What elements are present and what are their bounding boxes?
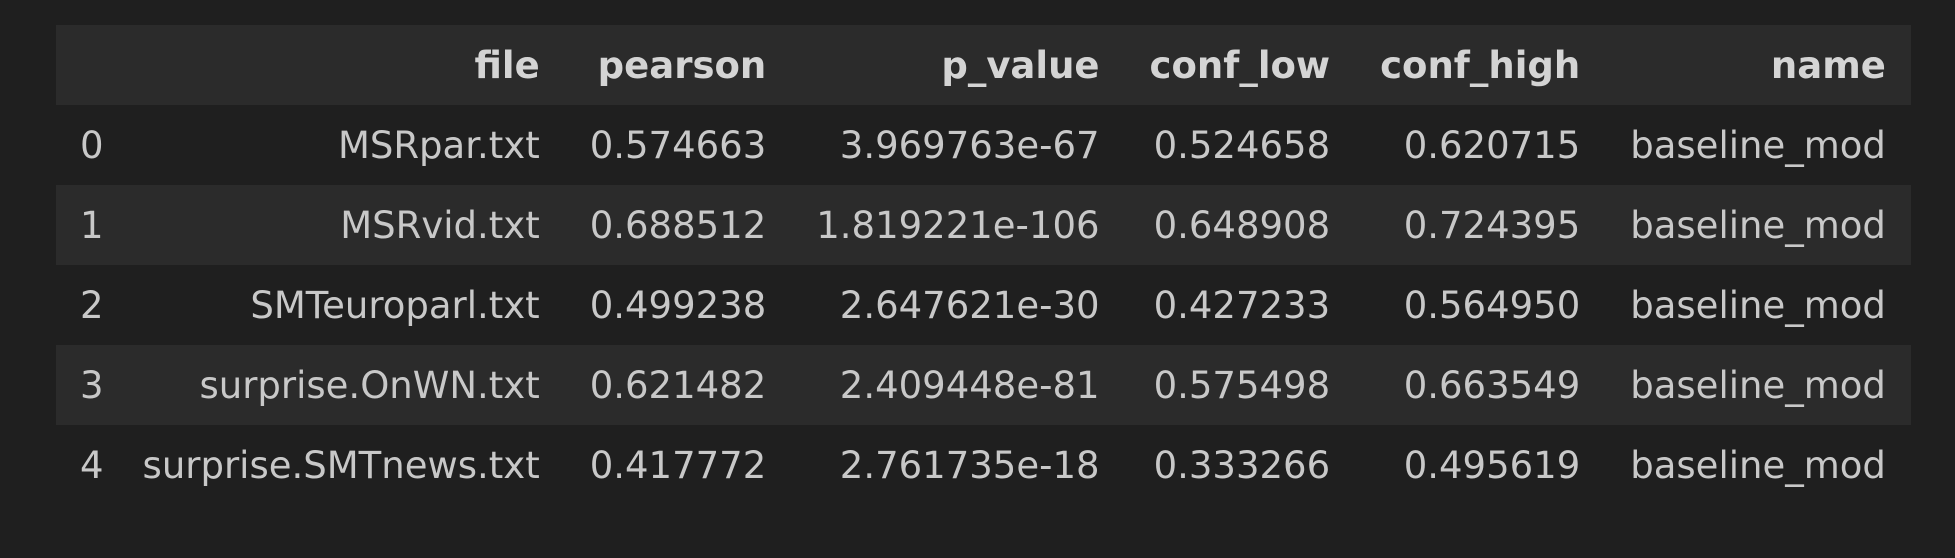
- cell-p-value: 1.819221e-106: [816, 203, 1100, 247]
- column-header-pearson: pearson: [597, 43, 767, 87]
- cell-pearson: 0.574663: [589, 123, 767, 167]
- cell-file: MSRpar.txt: [337, 123, 540, 167]
- cell-conf-low: 0.427233: [1153, 283, 1331, 327]
- cell-file: SMTeuroparl.txt: [250, 283, 540, 327]
- column-header-p-value: p_value: [941, 43, 1100, 87]
- row-index: 1: [80, 203, 104, 247]
- column-header-conf-high: conf_high: [1380, 43, 1581, 87]
- cell-pearson: 0.417772: [589, 443, 767, 487]
- cell-conf-low: 0.524658: [1153, 123, 1331, 167]
- cell-conf-high: 0.663549: [1403, 363, 1581, 407]
- column-header-name: name: [1770, 43, 1886, 87]
- cell-pearson: 0.621482: [589, 363, 767, 407]
- cell-file: MSRvid.txt: [340, 203, 540, 247]
- cell-name: baseline_mod: [1630, 443, 1886, 487]
- row-index: 4: [80, 443, 104, 487]
- cell-pearson: 0.499238: [589, 283, 767, 327]
- header-row: file pearson p_value conf_low conf_high …: [56, 25, 1911, 105]
- dataframe-table: file pearson p_value conf_low conf_high …: [56, 25, 1911, 505]
- table-row: 0 MSRpar.txt 0.574663 3.969763e-67 0.524…: [56, 105, 1911, 185]
- cell-file: surprise.SMTnews.txt: [142, 443, 540, 487]
- cell-name: baseline_mod: [1630, 363, 1886, 407]
- row-index: 2: [80, 283, 104, 327]
- cell-pearson: 0.688512: [589, 203, 767, 247]
- cell-name: baseline_mod: [1630, 203, 1886, 247]
- column-header-file: file: [474, 43, 540, 87]
- table-row: 2 SMTeuroparl.txt 0.499238 2.647621e-30 …: [56, 265, 1911, 345]
- index-header: [56, 25, 118, 105]
- cell-p-value: 2.647621e-30: [839, 283, 1100, 327]
- cell-conf-high: 0.564950: [1403, 283, 1581, 327]
- table-row: 1 MSRvid.txt 0.688512 1.819221e-106 0.64…: [56, 185, 1911, 265]
- cell-p-value: 3.969763e-67: [839, 123, 1100, 167]
- cell-conf-high: 0.620715: [1403, 123, 1581, 167]
- cell-name: baseline_mod: [1630, 123, 1886, 167]
- cell-conf-low: 0.575498: [1153, 363, 1331, 407]
- cell-p-value: 2.409448e-81: [839, 363, 1100, 407]
- cell-conf-low: 0.333266: [1153, 443, 1331, 487]
- table-row: 3 surprise.OnWN.txt 0.621482 2.409448e-8…: [56, 345, 1911, 425]
- cell-p-value: 2.761735e-18: [839, 443, 1100, 487]
- cell-file: surprise.OnWN.txt: [199, 363, 540, 407]
- cell-name: baseline_mod: [1630, 283, 1886, 327]
- row-index: 0: [80, 123, 104, 167]
- cell-conf-high: 0.495619: [1403, 443, 1581, 487]
- column-header-conf-low: conf_low: [1149, 43, 1331, 87]
- row-index: 3: [80, 363, 104, 407]
- table-row: 4 surprise.SMTnews.txt 0.417772 2.761735…: [56, 425, 1911, 505]
- cell-conf-high: 0.724395: [1403, 203, 1581, 247]
- cell-conf-low: 0.648908: [1153, 203, 1331, 247]
